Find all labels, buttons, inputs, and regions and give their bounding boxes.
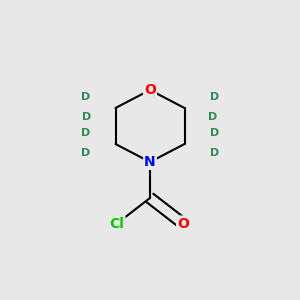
Text: D: D (81, 92, 90, 103)
Text: D: D (81, 128, 90, 139)
Text: D: D (208, 112, 217, 122)
Text: D: D (210, 92, 219, 103)
Text: N: N (144, 155, 156, 169)
Text: D: D (82, 112, 91, 122)
Text: D: D (210, 148, 219, 158)
Text: D: D (210, 128, 219, 139)
Text: D: D (81, 148, 90, 158)
Text: O: O (144, 83, 156, 97)
Text: O: O (177, 217, 189, 230)
Text: Cl: Cl (110, 217, 124, 230)
